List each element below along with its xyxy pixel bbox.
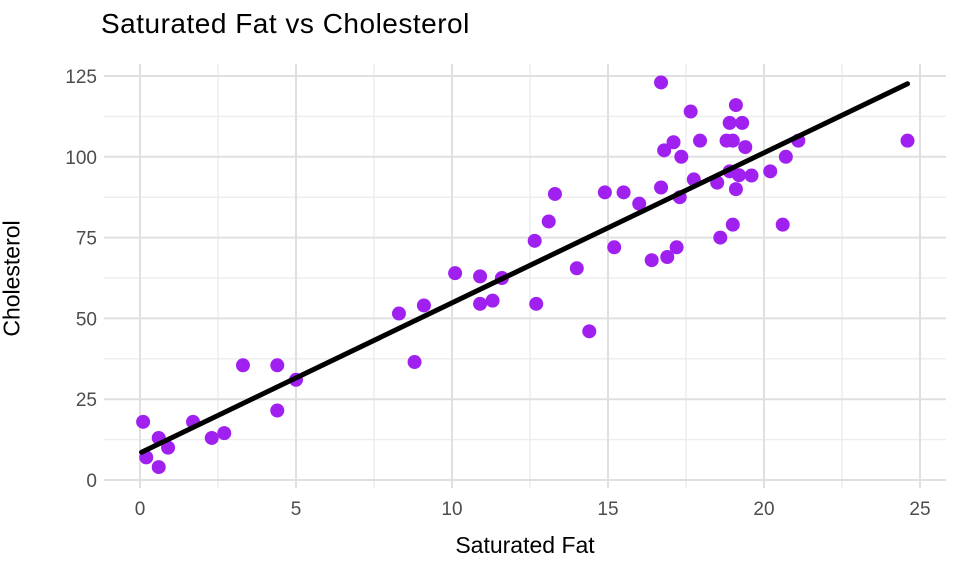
y-tick-label: 25 (76, 390, 97, 411)
data-point (547, 186, 562, 201)
data-point (391, 306, 406, 321)
data-point (616, 185, 631, 200)
y-tick-label: 125 (65, 67, 97, 88)
x-tick-label: 10 (441, 499, 462, 520)
data-point (654, 180, 669, 195)
data-point (597, 185, 612, 200)
data-point (204, 430, 219, 445)
data-point (683, 104, 698, 119)
data-point (136, 414, 151, 429)
x-tick-label: 15 (597, 499, 618, 520)
data-point (270, 403, 285, 418)
data-point (657, 143, 672, 158)
data-point (632, 196, 647, 211)
data-point (161, 440, 176, 455)
x-tick-label: 5 (291, 499, 302, 520)
data-point (529, 296, 544, 311)
data-point (775, 217, 790, 232)
data-point (485, 293, 500, 308)
chart-title: Saturated Fat vs Cholesterol (101, 8, 470, 39)
data-point (660, 249, 675, 264)
data-point (713, 230, 728, 245)
data-point (569, 261, 584, 276)
data-point (732, 168, 747, 183)
data-point (527, 233, 542, 248)
data-point (725, 217, 740, 232)
data-point (763, 164, 778, 179)
data-point (693, 133, 708, 148)
data-point (725, 133, 740, 148)
data-point (722, 115, 737, 130)
data-point (270, 358, 285, 373)
data-point (728, 98, 743, 113)
data-point (473, 269, 488, 284)
data-point (669, 240, 684, 255)
data-point (541, 214, 556, 229)
data-point (778, 149, 793, 164)
data-point (728, 182, 743, 197)
data-point (738, 140, 753, 155)
data-point (217, 426, 232, 441)
x-axis-title: Saturated Fat (455, 532, 595, 558)
data-point (582, 324, 597, 339)
x-tick-label: 25 (909, 499, 930, 520)
y-tick-label: 50 (76, 309, 97, 330)
data-point (666, 135, 681, 150)
data-point (151, 460, 166, 475)
data-point (407, 355, 422, 370)
data-point (473, 296, 488, 311)
trend-line (139, 81, 911, 455)
data-point (744, 168, 759, 183)
data-point (235, 358, 250, 373)
data-point (607, 240, 622, 255)
y-tick-label: 75 (76, 229, 97, 250)
y-axis-title: Cholesterol (0, 220, 25, 337)
x-tick-label: 20 (753, 499, 774, 520)
data-point (900, 133, 915, 148)
data-point (448, 266, 463, 281)
y-tick-label: 100 (65, 148, 97, 169)
x-tick-label: 0 (135, 499, 146, 520)
data-point (654, 75, 669, 90)
data-point (644, 253, 659, 268)
y-tick-label: 0 (86, 471, 97, 492)
data-point (416, 298, 431, 313)
data-point (735, 115, 750, 130)
data-point (674, 149, 689, 164)
